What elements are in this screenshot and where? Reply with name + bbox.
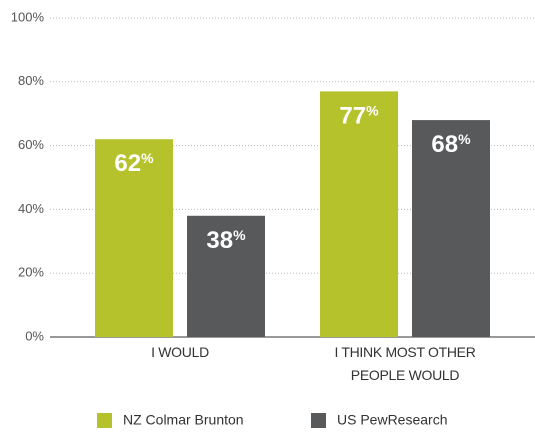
x-tick-label: I WOULD bbox=[151, 344, 209, 360]
legend-swatch bbox=[97, 413, 112, 428]
y-tick-label: 0% bbox=[25, 328, 44, 343]
legend-label: US PewResearch bbox=[337, 412, 448, 428]
value-label: 62% bbox=[114, 150, 154, 178]
value-label: 68% bbox=[431, 131, 471, 159]
legend-swatch bbox=[311, 413, 326, 428]
bar bbox=[320, 91, 398, 338]
bar bbox=[187, 215, 265, 337]
bar bbox=[412, 120, 490, 337]
y-tick-label: 40% bbox=[18, 201, 44, 216]
x-tick-label: I THINK MOST OTHER PEOPLE WOULD bbox=[334, 344, 476, 383]
legend-label: NZ Colmar Brunton bbox=[123, 412, 244, 428]
y-tick-label: 80% bbox=[18, 73, 44, 88]
y-tick-label: 20% bbox=[18, 265, 44, 280]
value-label: 38% bbox=[206, 226, 246, 254]
y-tick-label: 100% bbox=[11, 9, 45, 24]
value-label: 77% bbox=[339, 102, 379, 130]
y-tick-label: 60% bbox=[18, 137, 44, 152]
bar bbox=[95, 139, 173, 337]
